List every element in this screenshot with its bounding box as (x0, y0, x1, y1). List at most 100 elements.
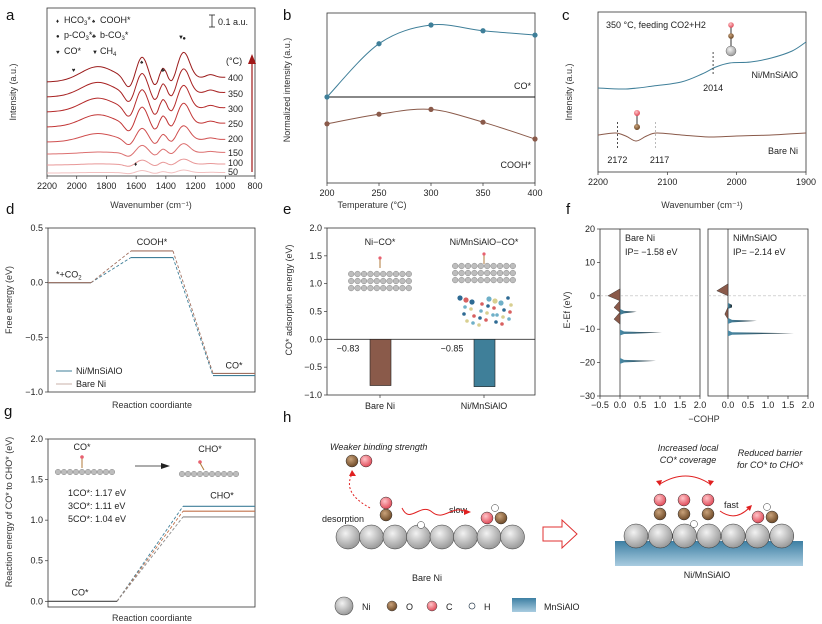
support-atom-icon (502, 308, 506, 312)
support-atom-icon (495, 313, 499, 317)
ni-atom-icon (471, 276, 478, 284)
reduced-barrier-label-1: Reduced barrier (738, 448, 804, 458)
support-atom-icon (491, 313, 495, 317)
cohp-bonding-peak (620, 308, 637, 315)
ni-atom-icon (373, 270, 380, 278)
support-atom-icon (471, 321, 475, 325)
y-tick-label: 2.0 (309, 223, 322, 233)
ni-atom-icon (196, 471, 203, 478)
ni-atom-icon (648, 523, 673, 549)
support-atom-icon (498, 300, 504, 306)
ni-atom-icon (348, 277, 355, 285)
cohp-antibonding-peak (716, 283, 729, 297)
spectrum-line-250 (46, 102, 226, 132)
ni-atom-icon (348, 270, 355, 278)
support-atom-icon (508, 310, 512, 314)
support-atom-icon (484, 318, 488, 322)
ni-atom-icon (458, 262, 465, 270)
bar-nimnsialo (473, 339, 496, 387)
support-atom-icon (480, 302, 484, 306)
x-tick-label: 1900 (796, 177, 816, 187)
cohp-bonding-peak (728, 302, 732, 309)
panel-label-h: h (283, 409, 291, 426)
ni-atom-icon (720, 523, 746, 549)
ni-atom-icon (399, 277, 406, 285)
panel-e-chart: CO* adsorption energy (eV) 2.0 1.5 1.0 0.5 0… (284, 223, 536, 411)
support-atom-icon (457, 295, 463, 301)
ni-atom-icon (696, 523, 722, 549)
support-atom-icon (492, 298, 498, 304)
ni-atom-icon (503, 276, 510, 284)
transition-arrow-icon (542, 518, 578, 550)
c-atom-icon (379, 508, 393, 522)
ip-value: IP= −1.58 eV (625, 247, 678, 257)
c-atom-icon (677, 507, 691, 521)
ni-atom-icon (226, 471, 233, 478)
ni-atom-icon (503, 262, 510, 270)
support-atom-icon (465, 319, 469, 323)
ni-atom-icon (458, 276, 465, 284)
ni-atom-icon (464, 269, 472, 277)
y-tick-label: −30 (580, 391, 595, 401)
state-label: CO* (225, 360, 243, 370)
cohp-antibonding-peak (613, 311, 621, 325)
circle-icon: ● (56, 34, 60, 40)
ni-atom-icon (178, 471, 185, 478)
ni-mnsialo-label: Ni/MnSiAlO (751, 70, 798, 80)
cho-bond (199, 462, 205, 471)
ni-atom-icon (359, 524, 384, 550)
ni-atom-icon (500, 524, 525, 550)
support-atom-icon (507, 317, 511, 321)
ni-atom-icon (373, 284, 380, 292)
panel-label-g: g (4, 403, 12, 420)
heart-marker-icon: ♥ (72, 68, 76, 74)
legend-c: C (446, 602, 453, 612)
ni-atom-icon (373, 277, 380, 285)
y-tick-label: 0.5 (30, 556, 43, 566)
state-label: CO* (71, 587, 89, 597)
x-tick-label: 200 (319, 188, 334, 198)
support-atom-icon (462, 312, 466, 316)
legend-h: H (484, 602, 491, 612)
slow-arrow (401, 507, 467, 516)
x-tick-label: 2.0 (802, 400, 815, 410)
ni-mnsialo-caption: Ni/MnSiAlO (684, 570, 731, 580)
bare-ni-caption: Bare Ni (412, 573, 442, 583)
support-atom-icon (486, 296, 492, 302)
panel-labels: a b c d e f g h (4, 7, 571, 426)
ni-atom-icon (367, 270, 374, 278)
x-tick-label: 350 (475, 188, 490, 198)
legend-o: O (406, 602, 413, 612)
bare-ni-spectrum (597, 132, 807, 142)
support-atom-icon (485, 311, 489, 315)
x-tick-label: 0.0 (614, 400, 627, 410)
ni-atom-icon (452, 262, 459, 270)
ni-atom-icon (477, 262, 484, 270)
c-atom-icon (494, 511, 508, 525)
cohp-antibonding-peak (724, 307, 729, 320)
spectrum-line-200 (46, 125, 226, 146)
panel-f-xlabel: −COHP (688, 414, 719, 424)
cohp-bonding-peak (728, 317, 757, 324)
spade-marker-icon: ♠ (140, 60, 144, 66)
inset-label: CHO* (198, 444, 222, 454)
legend-entry: b-CO3* (100, 30, 129, 42)
support-atom-icon (478, 316, 482, 320)
c-atom-icon (728, 33, 734, 39)
panel-a-frame (46, 7, 256, 177)
mnsialo-support-icon (512, 598, 536, 612)
temperature-label: 300 (228, 104, 243, 114)
panel-c-annotation: 350 °C, feeding CO2+H2 (606, 20, 706, 30)
temperature-label: 100 (228, 158, 243, 168)
panel-g-xlabel: Reaction coordiante (112, 613, 192, 623)
ni-atom-icon (184, 471, 191, 478)
ni-atom-icon (672, 523, 697, 549)
y-tick-label: 0 (590, 291, 595, 301)
ni-atom-icon (405, 284, 412, 292)
x-tick-label: 400 (527, 188, 542, 198)
panel-b-xlabel: Temperature (°C) (337, 200, 406, 210)
ni-atom-icon (220, 471, 227, 478)
cohp-bonding-peak (620, 357, 656, 364)
energy-connector (90, 250, 132, 284)
